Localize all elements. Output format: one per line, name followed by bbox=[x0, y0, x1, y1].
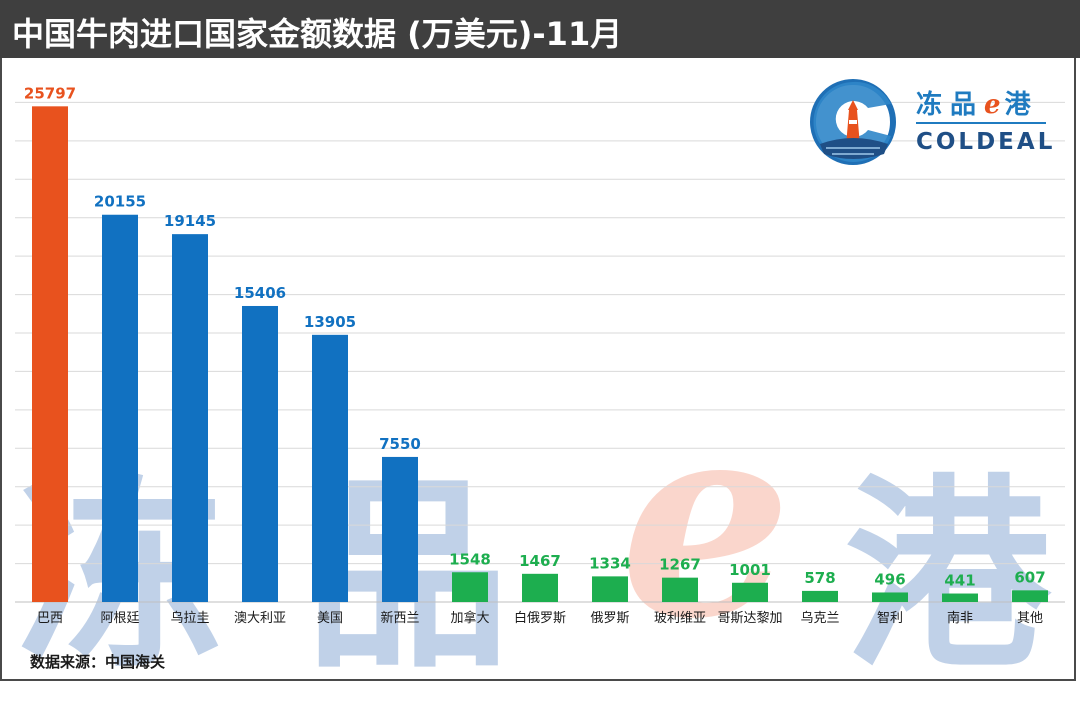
bar bbox=[592, 576, 628, 602]
logo-english-name: COLDEAL bbox=[916, 129, 1056, 155]
chart-frame bbox=[0, 0, 1076, 681]
category-label: 其他 bbox=[1017, 611, 1043, 626]
category-label: 玻利维亚 bbox=[654, 611, 706, 626]
value-label: 1334 bbox=[589, 554, 631, 572]
category-label: 哥斯达黎加 bbox=[717, 611, 782, 626]
category-label: 澳大利亚 bbox=[234, 610, 286, 626]
coldeal-logo: 冻品e港 COLDEAL bbox=[806, 74, 1056, 170]
bar bbox=[732, 582, 768, 602]
value-label: 607 bbox=[1014, 568, 1045, 586]
title-bar: 中国牛肉进口国家金额数据 (万美元)-11月 bbox=[0, 0, 1080, 58]
category-label: 美国 bbox=[317, 611, 343, 626]
bar bbox=[312, 334, 348, 602]
data-source-note: 数据来源：中国海关 bbox=[30, 653, 166, 671]
value-label: 441 bbox=[944, 572, 975, 590]
bar bbox=[522, 573, 558, 602]
category-label: 白俄罗斯 bbox=[514, 610, 566, 626]
bar bbox=[452, 572, 488, 602]
bar bbox=[102, 214, 138, 602]
lighthouse-logo-icon bbox=[810, 79, 896, 165]
value-label: 7550 bbox=[379, 435, 421, 453]
category-label: 新西兰 bbox=[380, 610, 419, 626]
bar bbox=[1012, 590, 1048, 602]
value-label: 1001 bbox=[729, 561, 771, 579]
value-label: 15406 bbox=[234, 284, 286, 302]
value-label: 1267 bbox=[659, 556, 701, 574]
logo-chinese-name: 冻品e港 bbox=[916, 90, 1039, 120]
value-labels: 25797 20155 19145 15406 13905 7550 1548 1467 133… bbox=[24, 84, 1046, 589]
category-label: 加拿大 bbox=[450, 610, 489, 626]
value-label: 13905 bbox=[304, 313, 356, 331]
bar-chart: 25797 20155 19145 15406 13905 7550 1548 1467 133… bbox=[15, 84, 1065, 626]
bar bbox=[662, 577, 698, 602]
logo-divider bbox=[916, 122, 1046, 124]
value-label: 1548 bbox=[449, 550, 491, 568]
value-label: 1467 bbox=[519, 552, 561, 570]
category-label: 乌克兰 bbox=[800, 610, 839, 626]
category-label: 俄罗斯 bbox=[590, 611, 629, 626]
bar bbox=[942, 593, 978, 602]
bar bbox=[242, 305, 278, 602]
category-label: 智利 bbox=[877, 611, 903, 626]
category-label: 巴西 bbox=[37, 611, 63, 626]
page-title: 中国牛肉进口国家金额数据 (万美元)-11月 bbox=[12, 15, 623, 53]
bar bbox=[172, 234, 208, 602]
category-label: 南非 bbox=[947, 610, 973, 626]
bar bbox=[32, 106, 68, 602]
category-label: 乌拉圭 bbox=[170, 610, 209, 626]
value-label: 578 bbox=[804, 569, 835, 587]
category-labels: 巴西 阿根廷 乌拉圭 澳大利亚 美国 新西兰 加拿大 白俄罗斯 俄罗斯 玻利维亚 哥斯达黎加 乌克兰 智… bbox=[37, 610, 1043, 626]
bar bbox=[872, 592, 908, 602]
category-label: 阿根廷 bbox=[100, 611, 139, 626]
value-label: 20155 bbox=[94, 193, 146, 211]
value-label: 25797 bbox=[24, 84, 76, 102]
value-label: 19145 bbox=[164, 212, 216, 230]
value-label: 496 bbox=[874, 570, 905, 588]
bars bbox=[32, 106, 1048, 602]
bar bbox=[382, 456, 418, 602]
bar bbox=[802, 590, 838, 602]
